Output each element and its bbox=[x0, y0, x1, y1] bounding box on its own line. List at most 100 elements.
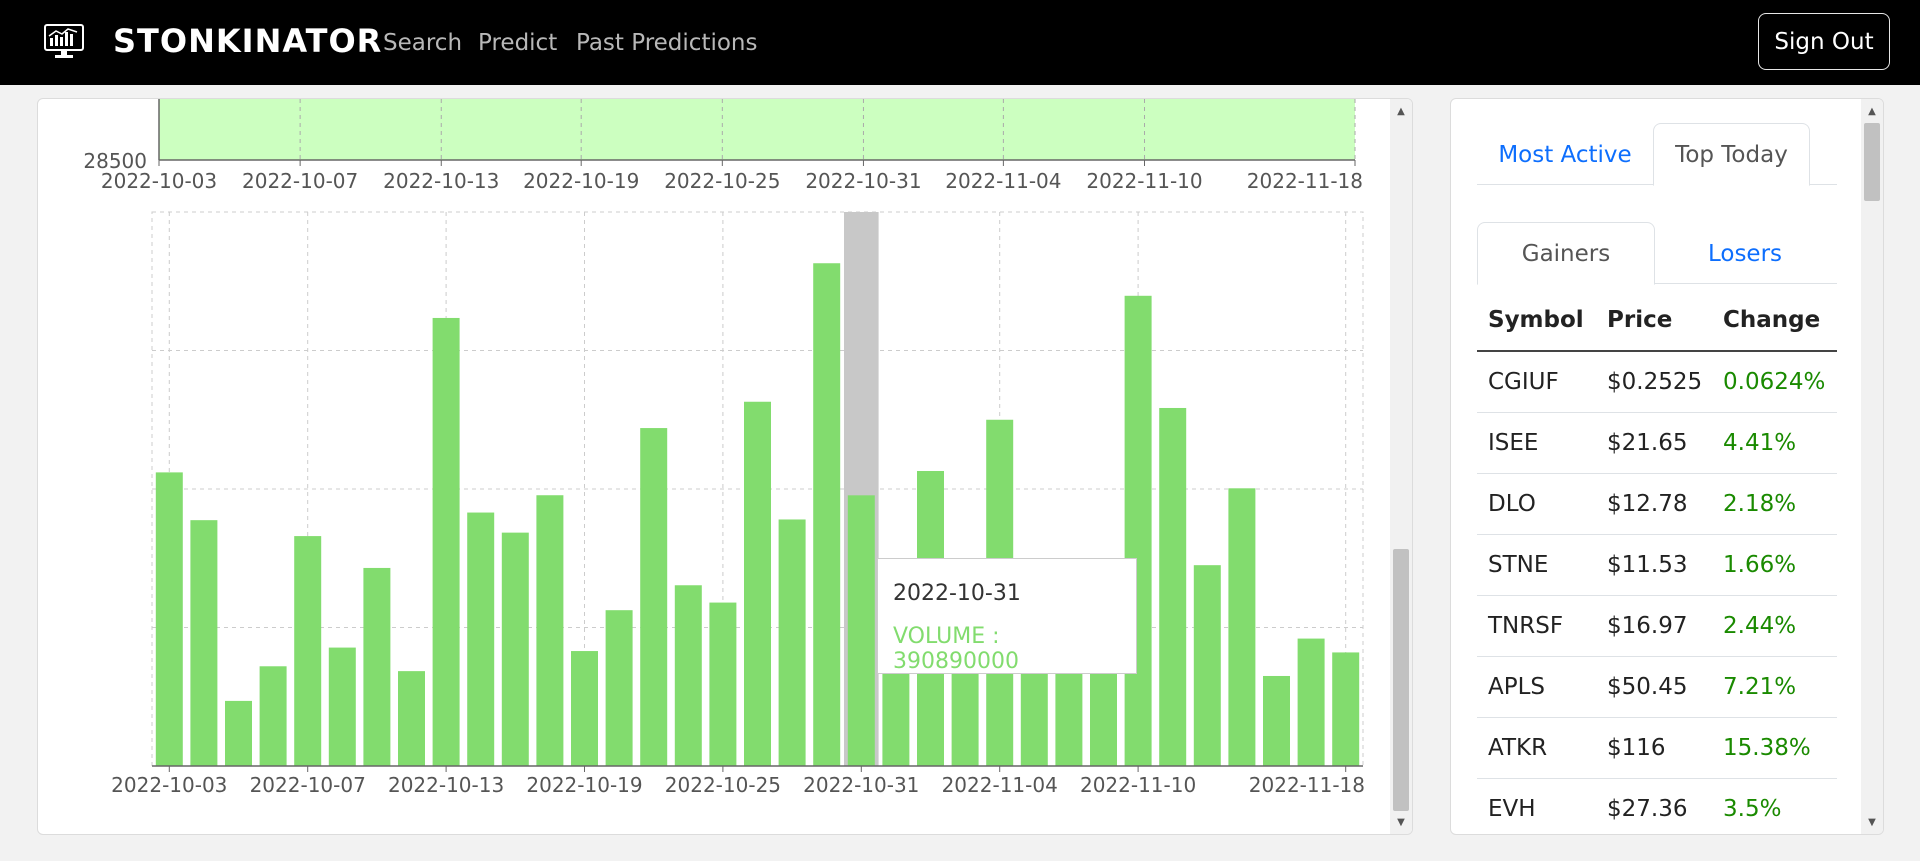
table-row[interactable]: APLS $50.45 7.21% bbox=[1477, 656, 1837, 718]
nav-link-search[interactable]: Search bbox=[383, 30, 463, 56]
symbol-cell: ATKR bbox=[1477, 717, 1596, 779]
tooltip-volume: VOLUME : 390890000 bbox=[893, 624, 1019, 674]
volume-bar[interactable] bbox=[294, 536, 322, 766]
brush-x-tick-label: 2022-10-19 bbox=[523, 169, 639, 193]
volume-bar[interactable] bbox=[813, 263, 841, 766]
table-row[interactable]: ISEE $21.65 4.41% bbox=[1477, 412, 1837, 474]
volume-chart: 28500 2022-10-03 2022-10-07 2022-10-13 2022… bbox=[83, 99, 1365, 797]
change-cell: 0.0624% bbox=[1712, 351, 1837, 413]
symbol-cell: DLO bbox=[1477, 473, 1596, 535]
market-tabs: Most Active Top Today bbox=[1477, 123, 1837, 186]
scroll-up-arrow-icon[interactable]: ▲ bbox=[1397, 105, 1405, 117]
chart-panel: 28500 2022-10-03 2022-10-07 2022-10-13 2022… bbox=[37, 98, 1413, 835]
change-cell: 7.21% bbox=[1712, 656, 1837, 718]
symbol-cell: STNE bbox=[1477, 534, 1596, 596]
scroll-down-arrow-icon[interactable]: ▼ bbox=[1397, 816, 1405, 828]
column-header-price: Price bbox=[1596, 289, 1712, 352]
side-scrollbar[interactable]: ▲ ▼ bbox=[1861, 99, 1883, 834]
volume-bar[interactable] bbox=[1159, 407, 1187, 766]
change-cell: 1.66% bbox=[1712, 534, 1837, 596]
volume-bar[interactable] bbox=[605, 610, 633, 766]
brand-name[interactable]: STONKINATOR bbox=[113, 22, 383, 60]
x-tick-label: 2022-10-07 bbox=[250, 773, 366, 797]
price-cell: $21.65 bbox=[1596, 412, 1712, 474]
volume-bar[interactable] bbox=[847, 495, 875, 766]
market-movers-panel: Most Active Top Today Gainers Losers Sym… bbox=[1450, 98, 1884, 835]
volume-bar[interactable] bbox=[398, 671, 425, 766]
volume-bar[interactable] bbox=[225, 700, 252, 766]
volume-bar[interactable] bbox=[571, 651, 598, 766]
symbol-cell: CGIUF bbox=[1477, 351, 1596, 413]
brush-x-tick-label: 2022-10-03 bbox=[101, 169, 217, 193]
change-cell: 2.18% bbox=[1712, 473, 1837, 535]
price-cell: $116 bbox=[1596, 717, 1712, 779]
nav-link-predict[interactable]: Predict bbox=[478, 30, 558, 56]
volume-bar[interactable] bbox=[1263, 675, 1290, 766]
x-tick-label: 2022-11-10 bbox=[1080, 773, 1196, 797]
brush-y-tick: 28500 bbox=[83, 149, 147, 173]
volume-bar[interactable] bbox=[501, 532, 529, 766]
tab-losers[interactable]: Losers bbox=[1707, 240, 1783, 267]
price-cell: $0.2525 bbox=[1596, 351, 1712, 413]
volume-bar[interactable] bbox=[190, 520, 218, 766]
symbol-cell: APLS bbox=[1477, 656, 1596, 718]
price-cell: $12.78 bbox=[1596, 473, 1712, 535]
volume-bar[interactable] bbox=[1193, 565, 1221, 766]
column-header-symbol: Symbol bbox=[1477, 289, 1596, 352]
brush-x-tick-label: 2022-11-10 bbox=[1086, 169, 1202, 193]
tab-gainers[interactable]: Gainers bbox=[1477, 222, 1655, 285]
x-tick-label: 2022-10-25 bbox=[665, 773, 781, 797]
volume-bar[interactable] bbox=[709, 602, 737, 766]
x-tick-label: 2022-10-13 bbox=[388, 773, 504, 797]
nav-link-past-predictions[interactable]: Past Predictions bbox=[576, 30, 758, 56]
table-row[interactable]: STNE $11.53 1.66% bbox=[1477, 534, 1837, 596]
volume-bar[interactable] bbox=[1297, 638, 1325, 766]
volume-bar[interactable] bbox=[1228, 488, 1256, 766]
tab-most-active[interactable]: Most Active bbox=[1498, 141, 1632, 168]
chart-scrollbar[interactable]: ▲ ▼ bbox=[1390, 99, 1412, 834]
gainers-table: Symbol Price Change CGIUF $0.2525 0.0624% … bbox=[1477, 289, 1837, 834]
sign-out-button[interactable]: Sign Out bbox=[1758, 13, 1890, 70]
price-cell: $50.45 bbox=[1596, 656, 1712, 718]
brush-x-tick-label: 2022-10-25 bbox=[664, 169, 780, 193]
symbol-cell: ISEE bbox=[1477, 412, 1596, 474]
brush-navigator[interactable]: 28500 2022-10-03 2022-10-07 2022-10-13 2022… bbox=[83, 99, 1363, 193]
column-header-change: Change bbox=[1712, 289, 1837, 352]
x-tick-label: 2022-10-03 bbox=[111, 773, 227, 797]
symbol-cell: TNRSF bbox=[1477, 595, 1596, 657]
volume-bar[interactable] bbox=[432, 317, 460, 766]
volume-bar[interactable] bbox=[674, 585, 702, 766]
volume-bar[interactable] bbox=[744, 401, 771, 766]
table-row[interactable]: TNRSF $16.97 2.44% bbox=[1477, 595, 1837, 657]
volume-bar[interactable] bbox=[1332, 652, 1360, 766]
scroll-thumb[interactable] bbox=[1393, 549, 1409, 811]
volume-bar[interactable] bbox=[328, 647, 356, 766]
chart-tooltip: 2022-10-31 VOLUME : 390890000 bbox=[877, 558, 1137, 674]
scroll-thumb[interactable] bbox=[1864, 123, 1880, 201]
volume-bar[interactable] bbox=[259, 666, 287, 766]
price-cell: $16.97 bbox=[1596, 595, 1712, 657]
x-tick-label: 2022-11-04 bbox=[942, 773, 1058, 797]
volume-bar[interactable] bbox=[1124, 295, 1152, 766]
table-header-row: Symbol Price Change bbox=[1477, 289, 1837, 352]
scroll-down-arrow-icon[interactable]: ▼ bbox=[1868, 816, 1876, 828]
scroll-up-arrow-icon[interactable]: ▲ bbox=[1868, 105, 1876, 117]
table-row[interactable]: DLO $12.78 2.18% bbox=[1477, 473, 1837, 535]
table-row[interactable]: ATKR $116 15.38% bbox=[1477, 717, 1837, 779]
movers-tabs: Gainers Losers bbox=[1477, 222, 1837, 285]
volume-bar[interactable] bbox=[363, 567, 391, 766]
volume-bar[interactable] bbox=[640, 428, 668, 766]
change-cell: 3.5% bbox=[1712, 778, 1837, 834]
navbar: STONKINATOR Search Predict Past Predicti… bbox=[0, 0, 1920, 85]
brush-area[interactable] bbox=[159, 99, 1355, 160]
stock-chart-logo-icon bbox=[44, 24, 84, 58]
table-row[interactable]: CGIUF $0.2525 0.0624% bbox=[1477, 351, 1837, 413]
tab-top-today[interactable]: Top Today bbox=[1653, 123, 1810, 186]
volume-bar[interactable] bbox=[155, 472, 183, 766]
brush-x-tick-label: 2022-11-04 bbox=[945, 169, 1061, 193]
volume-bar[interactable] bbox=[467, 512, 495, 766]
volume-bar[interactable] bbox=[536, 495, 564, 766]
table-row[interactable]: EVH $27.36 3.5% bbox=[1477, 778, 1837, 834]
brush-x-tick-label: 2022-11-18 bbox=[1247, 169, 1363, 193]
volume-bar[interactable] bbox=[778, 519, 806, 766]
